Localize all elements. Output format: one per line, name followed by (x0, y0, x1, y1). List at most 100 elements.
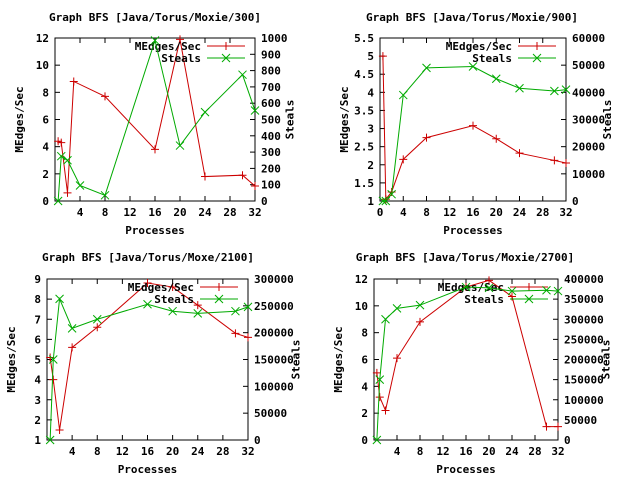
y2-tick-label: 300000 (254, 273, 294, 286)
y-tick-label: 5 (34, 354, 41, 367)
series-2-point (63, 155, 72, 165)
chart-title: Graph BFS [Java/Torus/Moxe/2100] (42, 251, 254, 264)
x-tick-label: 28 (223, 206, 236, 219)
series-1-point (554, 422, 562, 431)
y2-tick-label: 200000 (564, 354, 604, 367)
legend-marker (524, 294, 534, 304)
x-tick-label: 16 (466, 206, 480, 219)
x-tick-label: 4 (77, 206, 84, 219)
series-2-point (75, 181, 85, 190)
x-tick-label: 24 (505, 445, 519, 458)
y-tick-label: 3 (34, 394, 41, 407)
series-1-point (55, 425, 64, 434)
legend-marker (222, 42, 230, 50)
y2-tick-label: 50000 (572, 59, 605, 72)
x-tick-label: 8 (94, 445, 101, 458)
legend-marker (214, 294, 224, 304)
x-tick-label: 4 (394, 445, 401, 458)
series-1-point (193, 301, 202, 310)
y-tick-label: 8 (42, 86, 49, 99)
y2-tick-label: 50000 (254, 407, 287, 420)
series-2-point (387, 189, 396, 199)
series-2-point (484, 283, 494, 293)
series-line-2 (49, 296, 249, 441)
chart-panel-3: Graph BFS [Java/Torus/Moxe/2100] 4 8 12 16 20… (5, 251, 303, 476)
series-line-1 (376, 279, 558, 428)
series-2-point (250, 106, 260, 115)
series-1-point (176, 35, 184, 44)
series-1-point (143, 279, 152, 288)
y2-tick-label: 150000 (564, 374, 604, 387)
x-tick-label: 20 (490, 206, 503, 219)
series-1-point (485, 276, 493, 285)
series-2-point (515, 83, 524, 93)
y2-axis-label: Steals (290, 340, 303, 380)
series-2-point (468, 62, 478, 71)
y2-tick-label: 0 (254, 434, 261, 447)
series-1-point (381, 406, 390, 415)
y-tick-label: 5.5 (354, 32, 374, 45)
x-tick-label: 16 (141, 445, 155, 458)
y2-tick-label: 0 (564, 434, 571, 447)
y-tick-label: 1 (34, 434, 41, 447)
chart-title: Graph BFS [Java/Torus/Moxie/900] (366, 11, 578, 24)
x-axis-label: Processes (125, 224, 185, 237)
x-tick-label: 24 (191, 445, 205, 458)
series-1-point (168, 283, 177, 292)
series-2-point (243, 302, 253, 312)
y-tick-label: 0 (361, 434, 368, 447)
y2-tick-label: 400 (261, 130, 281, 143)
series-2-point (193, 308, 203, 318)
x-tick-label: 32 (248, 206, 261, 219)
legend-label: MEdges/Sec (446, 40, 512, 53)
x-tick-label: 12 (436, 445, 449, 458)
y-tick-label: 4 (34, 374, 41, 387)
series-1-point (63, 188, 72, 197)
plot-frame (46, 278, 249, 441)
series-1-point (381, 195, 390, 204)
y2-tick-label: 250000 (564, 333, 604, 346)
series-1-point (251, 182, 259, 191)
series-line-1 (49, 282, 249, 431)
y-tick-label: 10 (36, 59, 49, 72)
x-tick-label: 4 (69, 445, 76, 458)
y-tick-label: 4 (367, 86, 374, 99)
series-line-2 (382, 66, 567, 202)
series-2-point (392, 304, 402, 313)
y2-axis-label: Steals (600, 340, 613, 380)
legend-label: Steals (472, 52, 512, 65)
series-2-point (542, 285, 551, 295)
x-tick-label: 4 (400, 206, 407, 219)
x-axis-label: Processes (436, 463, 496, 476)
x-tick-label: 12 (123, 206, 136, 219)
series-1-point (422, 133, 431, 142)
x-axis-label: Processes (118, 463, 178, 476)
y2-tick-label: 200000 (254, 327, 294, 340)
legend-label: Steals (464, 293, 504, 306)
y2-tick-label: 100 (261, 179, 281, 192)
series-2-point (100, 190, 110, 200)
y-tick-label: 10 (355, 300, 368, 313)
series-1-point (562, 158, 570, 167)
x-tick-label: 16 (459, 445, 473, 458)
series-1-point (515, 149, 524, 158)
series-1-point (375, 393, 384, 402)
series-1-point (492, 134, 501, 143)
series-1-point (238, 171, 247, 180)
y-tick-label: 2 (367, 159, 374, 172)
series-2-point (561, 85, 571, 94)
y2-tick-label: 50000 (564, 414, 597, 427)
series-2-point (422, 63, 431, 73)
y2-tick-label: 300000 (564, 313, 604, 326)
series-2-point (238, 70, 247, 80)
y-axis-label: MEdges/Sec (338, 86, 351, 152)
y2-tick-label: 800 (261, 65, 281, 78)
series-2-point (53, 196, 63, 206)
chart-title: Graph BFS [Java/Torus/Moxie/2700] (356, 251, 575, 264)
series-2-point (381, 314, 390, 324)
series-1-point (550, 156, 559, 165)
x-tick-label: 12 (116, 445, 129, 458)
x-tick-label: 8 (102, 206, 109, 219)
series-line-2 (376, 286, 559, 441)
series-2-point (55, 294, 64, 304)
